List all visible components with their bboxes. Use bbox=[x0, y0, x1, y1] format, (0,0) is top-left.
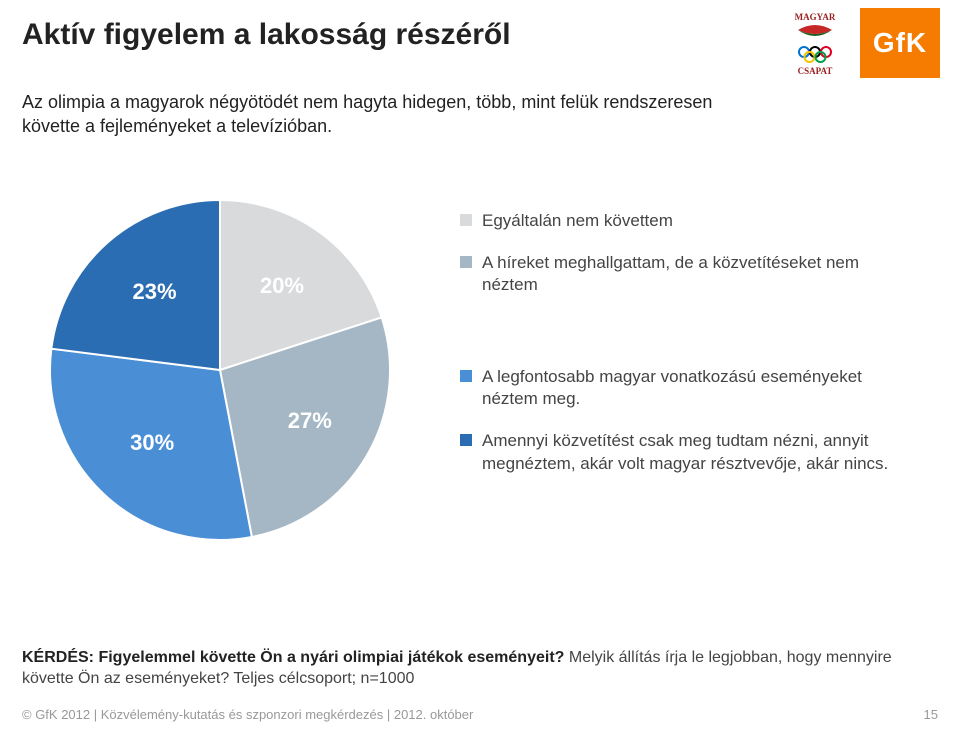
olympic-text-top: MAGYAR bbox=[795, 12, 836, 22]
footer-left: © GfK 2012 | Közvélemény-kutatás és szpo… bbox=[22, 707, 473, 722]
legend: Egyáltalán nem követtem A híreket meghall… bbox=[460, 210, 900, 475]
olympic-logo-svg: MAGYAR CSAPAT bbox=[780, 8, 850, 78]
page-title: Aktív figyelem a lakosság részéről bbox=[22, 18, 511, 52]
legend-swatch bbox=[460, 256, 472, 268]
olympic-rings-icon bbox=[799, 47, 831, 62]
pie-svg bbox=[40, 190, 400, 550]
legend-swatch bbox=[460, 214, 472, 226]
gfk-logo: GfK bbox=[860, 8, 940, 78]
legend-item: A híreket meghallgattam, de a közvetítés… bbox=[460, 252, 900, 296]
legend-swatch bbox=[460, 370, 472, 382]
header-logos: MAGYAR CSAPAT GfK bbox=[780, 8, 940, 78]
pie-slice-label: 30% bbox=[130, 430, 174, 456]
pie-chart: 20% 27% 30% 23% bbox=[40, 190, 400, 550]
footer: © GfK 2012 | Közvélemény-kutatás és szpo… bbox=[22, 707, 938, 722]
legend-label: A legfontosabb magyar vonatkozású esemén… bbox=[482, 366, 900, 410]
question-text: KÉRDÉS: Figyelemmel követte Ön a nyári o… bbox=[22, 647, 938, 690]
legend-item: A legfontosabb magyar vonatkozású esemén… bbox=[460, 366, 900, 410]
pie-slice-label: 23% bbox=[133, 279, 177, 305]
legend-swatch bbox=[460, 434, 472, 446]
legend-item: Amennyi közvetítést csak meg tudtam nézn… bbox=[460, 430, 900, 474]
olympic-text-bottom: CSAPAT bbox=[798, 66, 833, 76]
legend-label: Amennyi közvetítést csak meg tudtam nézn… bbox=[482, 430, 900, 474]
legend-label: Egyáltalán nem követtem bbox=[482, 210, 673, 232]
page-subtitle: Az olimpia a magyarok négyötödét nem hag… bbox=[22, 90, 722, 139]
olympic-logo: MAGYAR CSAPAT bbox=[780, 8, 850, 78]
legend-item: Egyáltalán nem követtem bbox=[460, 210, 900, 232]
footer-right: 15 bbox=[924, 707, 938, 722]
legend-label: A híreket meghallgattam, de a közvetítés… bbox=[482, 252, 900, 296]
pie-slice-label: 27% bbox=[288, 408, 332, 434]
pie-slice-label: 20% bbox=[260, 273, 304, 299]
question-bold: KÉRDÉS: Figyelemmel követte Ön a nyári o… bbox=[22, 649, 564, 666]
